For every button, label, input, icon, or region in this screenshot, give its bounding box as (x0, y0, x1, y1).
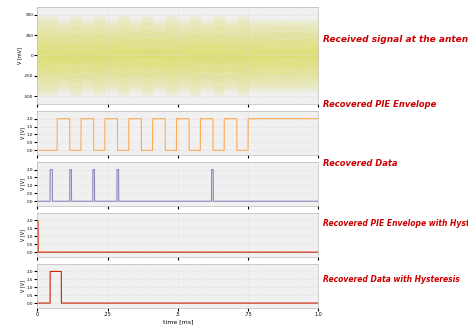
Y-axis label: V [V]: V [V] (21, 127, 25, 139)
Y-axis label: V [mV]: V [mV] (17, 47, 22, 64)
Text: Recovered Data with Hysteresis: Recovered Data with Hysteresis (323, 275, 460, 284)
Text: Recovered PIE Envelope with Hysteresis: Recovered PIE Envelope with Hysteresis (323, 219, 468, 228)
Y-axis label: V [V]: V [V] (21, 280, 25, 292)
Y-axis label: V [V]: V [V] (21, 178, 25, 190)
X-axis label: time [ms]: time [ms] (162, 320, 193, 325)
Y-axis label: V [V]: V [V] (21, 229, 25, 241)
Text: Received signal at the antenna: Received signal at the antenna (323, 35, 468, 44)
Text: Recovered Data: Recovered Data (323, 159, 397, 168)
Text: Recovered PIE Envelope: Recovered PIE Envelope (323, 100, 436, 109)
